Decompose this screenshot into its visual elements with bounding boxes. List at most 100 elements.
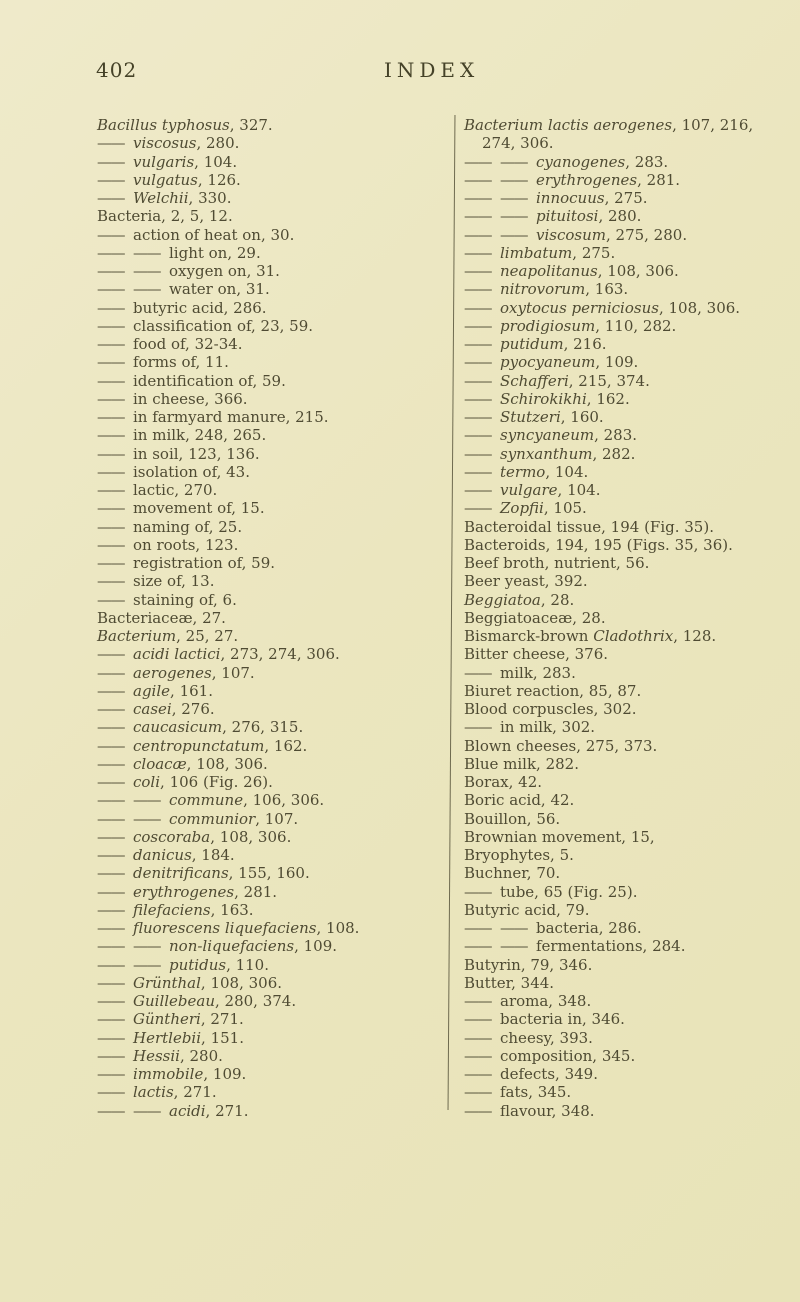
entry-dash: —— <box>464 718 493 737</box>
entry-dash: —— <box>97 754 126 773</box>
entry-dash: —— <box>133 809 162 828</box>
entry-dash: —— <box>97 298 126 317</box>
index-entry: —— in milk, 248, 265. <box>97 426 449 444</box>
entry-text: lactic, 270. <box>133 481 218 499</box>
entry-text: fermentations, 284. <box>536 937 686 956</box>
entry-text: , 107. <box>255 809 299 828</box>
page-title: INDEX <box>384 58 480 82</box>
entry-dash: —— <box>464 937 493 956</box>
entry-dash: —— <box>464 170 493 189</box>
entry-text: Zopfii <box>500 499 544 518</box>
entry-text: , 282. <box>592 444 636 463</box>
index-entry: Blood corpuscles, 302. <box>464 700 796 718</box>
entry-text: Schafferi <box>500 371 569 390</box>
index-entry: —— fats, 345. <box>464 1083 796 1101</box>
index-entry: —— defects, 349. <box>464 1065 796 1083</box>
index-entry: —— cloacæ, 108, 306. <box>97 755 449 773</box>
entry-text: non-liquefaciens <box>169 937 295 956</box>
entry-text: Beer yeast, 392. <box>464 572 588 591</box>
index-entry: Bacteria, 2, 5, 12. <box>97 207 449 225</box>
entry-dash: —— <box>464 189 493 207</box>
entry-text: limbatum <box>500 243 573 262</box>
entry-text: , 276. <box>171 700 215 718</box>
index-entry: —— —— oxygen on, 31. <box>97 262 449 280</box>
entry-text: Bacterium <box>97 627 177 645</box>
index-entry: —— —— putidus, 110. <box>97 956 449 974</box>
entry-text: nitrovorum <box>500 280 586 299</box>
entry-dash: —— <box>97 1101 126 1120</box>
entry-dash: —— <box>464 335 493 353</box>
entry-text: casei <box>133 700 172 718</box>
entry-text: pituitosi <box>536 207 599 226</box>
entry-text: Bryophytes, 5. <box>464 846 574 864</box>
entry-text: prodigiosum <box>500 316 596 335</box>
index-entry: Bacterium lactis aerogenes, 107, 216, <box>464 116 796 134</box>
entry-text: , 110, 282. <box>595 316 677 335</box>
entry-text: Brownian movement, 15, <box>464 827 655 846</box>
entry-text: innocuus <box>536 189 605 207</box>
entry-dash: —— <box>97 827 126 846</box>
entry-text: tube, 65 (Fig. 25). <box>500 882 638 901</box>
index-entry: —— naming of, 25. <box>97 518 449 536</box>
entry-text: , 280. <box>598 207 642 226</box>
entry-text: Bacteroids, 194, 195 (Figs. 35, 36). <box>464 535 733 554</box>
entry-text: Bacteriaceæ, 27. <box>97 608 226 627</box>
index-entry: —— movement of, 15. <box>97 499 449 517</box>
entry-dash: —— <box>464 408 493 426</box>
entry-dash: —— <box>133 955 162 974</box>
entry-text: , 184. <box>191 846 235 864</box>
entry-text: , 109. <box>595 353 639 372</box>
index-entry: —— butyric acid, 286. <box>97 299 449 317</box>
entry-text: , 280. <box>179 1046 223 1065</box>
entry-text: , 108, 306. <box>200 973 283 992</box>
index-entry: —— tube, 65 (Fig. 25). <box>464 883 796 901</box>
entry-text: , 104. <box>194 152 238 171</box>
index-entry: —— Güntheri, 271. <box>97 1010 449 1028</box>
index-entry: —— prodigiosum, 110, 282. <box>464 317 796 335</box>
entry-text: Güntheri <box>133 1010 201 1029</box>
entry-dash: —— <box>97 152 126 171</box>
index-entry: —— centropunctatum, 162. <box>97 737 449 755</box>
entry-text: acidi <box>169 1101 206 1120</box>
entry-text: , 107, 216, <box>672 116 754 134</box>
entry-text: viscosum <box>536 225 606 244</box>
index-entry: —— casei, 276. <box>97 700 449 718</box>
entry-text: classification of, 23, 59. <box>133 316 314 335</box>
index-entry: —— —— erythrogenes, 281. <box>464 171 796 189</box>
entry-text: 274, 306. <box>482 134 554 153</box>
index-entry: —— nitrovorum, 163. <box>464 280 796 298</box>
entry-dash: —— <box>464 426 493 445</box>
entry-dash: —— <box>97 408 126 426</box>
entry-text: syncyaneum <box>500 426 595 445</box>
entry-dash: —— <box>464 152 493 171</box>
entry-text: Bismarck-brown <box>464 627 594 645</box>
index-entry: —— in cheese, 366. <box>97 390 449 408</box>
index-entry: —— —— water on, 31. <box>97 280 449 298</box>
entry-text: danicus <box>133 846 192 864</box>
entry-text: , 151. <box>201 1028 244 1047</box>
entry-text: , 25, 27. <box>176 627 239 645</box>
index-entry: Boric acid, 42. <box>464 791 796 809</box>
entry-dash: —— <box>97 535 126 554</box>
entry-text: size of, 13. <box>133 572 215 591</box>
entry-dash: —— <box>97 316 126 335</box>
entry-text: , 330. <box>188 189 232 207</box>
entry-dash: —— <box>464 207 493 226</box>
entry-dash: —— <box>464 919 493 937</box>
entry-dash: —— <box>97 462 126 481</box>
entry-dash: —— <box>97 882 126 901</box>
entry-text: centropunctatum <box>133 736 265 755</box>
entry-text: Butter, 344. <box>464 973 555 992</box>
entry-dash: —— <box>133 243 162 262</box>
entry-text: Bacterium lactis aerogenes <box>464 116 673 134</box>
entry-dash: —— <box>97 973 126 992</box>
entry-text: , 216. <box>563 335 607 353</box>
entry-text: in soil, 123, 136. <box>133 444 260 463</box>
entry-text: , 104. <box>545 462 589 481</box>
index-entry: —— composition, 345. <box>464 1047 796 1065</box>
entry-text: defects, 349. <box>500 1065 598 1083</box>
entry-dash: —— <box>464 1028 493 1047</box>
index-entry: Bacteroidal tissue, 194 (Fig. 35). <box>464 518 796 536</box>
entry-dash: —— <box>97 1083 126 1102</box>
